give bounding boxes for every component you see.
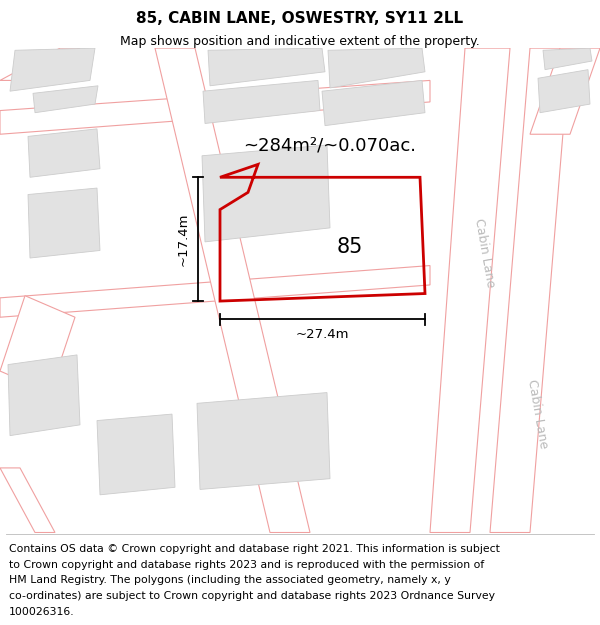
Polygon shape <box>328 48 425 88</box>
Text: ~17.4m: ~17.4m <box>177 213 190 266</box>
Text: ~27.4m: ~27.4m <box>296 328 349 341</box>
Polygon shape <box>97 414 175 495</box>
Polygon shape <box>543 48 592 69</box>
Text: HM Land Registry. The polygons (including the associated geometry, namely x, y: HM Land Registry. The polygons (includin… <box>9 576 451 586</box>
Polygon shape <box>0 468 55 532</box>
Polygon shape <box>203 81 320 124</box>
Text: Cabin Lane: Cabin Lane <box>473 217 497 288</box>
Polygon shape <box>28 129 100 178</box>
Polygon shape <box>33 86 98 112</box>
Text: Contains OS data © Crown copyright and database right 2021. This information is : Contains OS data © Crown copyright and d… <box>9 544 500 554</box>
Polygon shape <box>0 48 80 81</box>
Text: 85: 85 <box>337 238 363 258</box>
Polygon shape <box>538 69 590 112</box>
Polygon shape <box>490 48 570 532</box>
Polygon shape <box>0 296 75 392</box>
Polygon shape <box>430 48 510 532</box>
Text: co-ordinates) are subject to Crown copyright and database rights 2023 Ordnance S: co-ordinates) are subject to Crown copyr… <box>9 591 495 601</box>
Text: to Crown copyright and database rights 2023 and is reproduced with the permissio: to Crown copyright and database rights 2… <box>9 559 484 569</box>
Text: 100026316.: 100026316. <box>9 608 74 618</box>
Polygon shape <box>10 48 95 91</box>
Polygon shape <box>208 48 325 86</box>
Text: Cabin Lane: Cabin Lane <box>526 379 550 450</box>
Polygon shape <box>197 392 330 489</box>
Polygon shape <box>8 355 80 436</box>
Polygon shape <box>530 48 600 134</box>
Text: ~284m²/~0.070ac.: ~284m²/~0.070ac. <box>244 136 416 154</box>
Polygon shape <box>322 81 425 126</box>
Polygon shape <box>155 48 310 532</box>
Text: Map shows position and indicative extent of the property.: Map shows position and indicative extent… <box>120 34 480 48</box>
Polygon shape <box>0 266 430 318</box>
Polygon shape <box>202 145 330 242</box>
Text: 85, CABIN LANE, OSWESTRY, SY11 2LL: 85, CABIN LANE, OSWESTRY, SY11 2LL <box>136 11 464 26</box>
Polygon shape <box>0 81 430 134</box>
Polygon shape <box>28 188 100 258</box>
